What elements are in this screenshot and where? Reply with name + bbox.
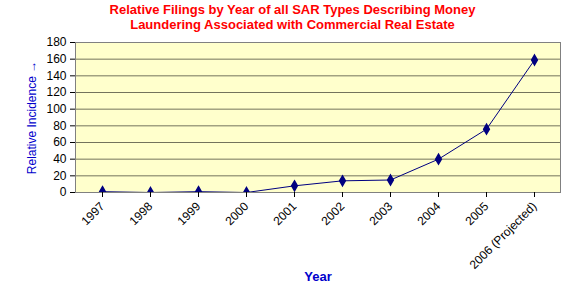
svg-text:Relative Incidence →: Relative Incidence → xyxy=(25,61,39,174)
svg-text:160: 160 xyxy=(46,52,66,66)
svg-text:20: 20 xyxy=(53,169,67,183)
svg-text:1998: 1998 xyxy=(127,199,156,228)
svg-text:80: 80 xyxy=(53,119,67,133)
svg-text:1999: 1999 xyxy=(175,199,204,228)
svg-text:120: 120 xyxy=(46,85,66,99)
svg-text:1997: 1997 xyxy=(79,199,108,228)
svg-text:40: 40 xyxy=(53,152,67,166)
svg-text:2004: 2004 xyxy=(415,199,444,228)
html-text:Relative Filings by Year of al: Relative Filings by Year of all SAR Type… xyxy=(109,2,476,32)
svg-text:Year: Year xyxy=(304,269,331,284)
svg-text:60: 60 xyxy=(53,135,67,149)
svg-text:2002: 2002 xyxy=(319,199,348,228)
svg-text:2000: 2000 xyxy=(223,199,252,228)
svg-text:2003: 2003 xyxy=(367,199,396,228)
svg-text:2005: 2005 xyxy=(463,199,492,228)
svg-text:2006 (Projected): 2006 (Projected) xyxy=(467,199,540,272)
svg-text:140: 140 xyxy=(46,69,66,83)
svg-text:0: 0 xyxy=(60,185,67,199)
svg-text:2001: 2001 xyxy=(271,199,300,228)
svg-text:180: 180 xyxy=(46,35,66,49)
svg-text:100: 100 xyxy=(46,102,66,116)
